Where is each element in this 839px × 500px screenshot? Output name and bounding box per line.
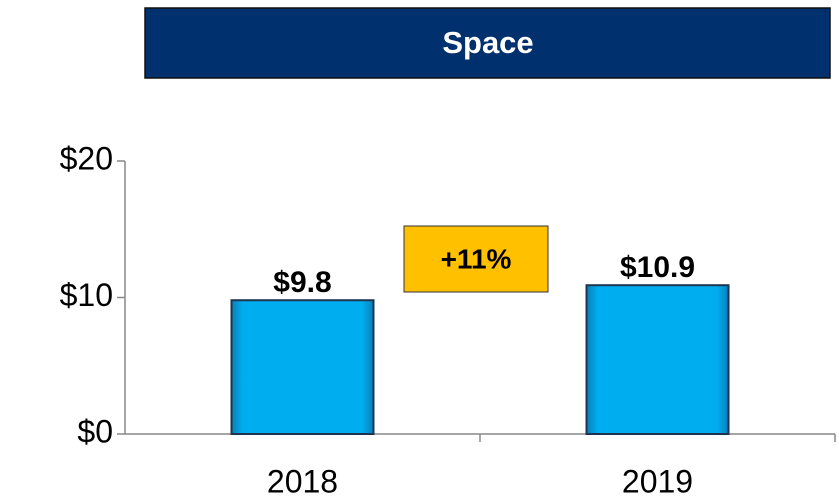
x-tick-label: 2019 [622, 463, 693, 499]
bar [585, 284, 730, 435]
x-tick-label: 2018 [267, 463, 338, 499]
annotation-box [403, 225, 549, 293]
y-tick-label: $10 [60, 277, 113, 313]
annotation: +11% [441, 243, 512, 274]
title-banner [144, 7, 831, 79]
bar [230, 299, 375, 436]
value-label: $10.9 [620, 251, 695, 284]
chart-title: Space [442, 25, 533, 60]
y-tick-label: $20 [60, 140, 113, 176]
value-label: $9.8 [273, 266, 331, 299]
y-tick-label: $0 [77, 413, 113, 449]
